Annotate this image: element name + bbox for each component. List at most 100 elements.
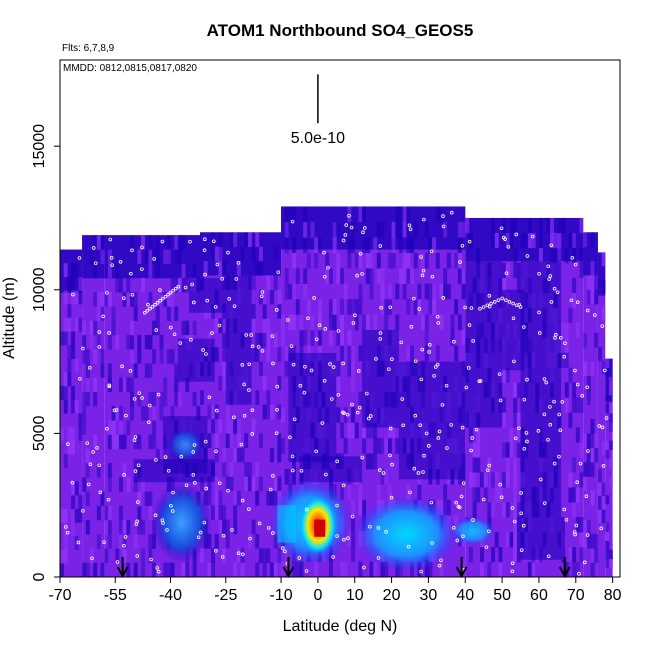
field-cell: [480, 562, 484, 577]
field-cell: [579, 532, 584, 548]
track-point: [511, 316, 516, 321]
field-cell: [538, 217, 543, 234]
field-cell: [590, 533, 595, 549]
track-point: [242, 382, 246, 387]
field-cell: [402, 206, 407, 223]
field-cell: [435, 345, 440, 362]
field-cell: [273, 332, 278, 348]
field-cell: [270, 562, 274, 577]
track-point: [135, 519, 139, 524]
track-point: [357, 405, 362, 410]
field-cell: [148, 249, 153, 264]
field-cell: [152, 320, 157, 336]
field-cell: [513, 412, 518, 428]
field-cell: [181, 320, 186, 336]
field-cell: [163, 562, 168, 577]
track-point: [88, 462, 93, 467]
field-cell: [395, 206, 400, 223]
field-cell: [130, 377, 134, 393]
track-point: [268, 487, 273, 492]
field-cell: [166, 306, 171, 321]
scale-bar: 5.0e-10: [291, 74, 345, 147]
field-cell: [347, 299, 352, 315]
track-point: [518, 305, 523, 309]
field-cell: [608, 549, 613, 560]
low-value-patch: [398, 361, 466, 480]
field-cell: [74, 263, 79, 278]
field-cell: [63, 372, 68, 387]
flight-arrow-head: [282, 566, 295, 579]
track-point: [355, 410, 360, 415]
field-cell: [421, 314, 426, 331]
field-cell: [244, 462, 249, 477]
track-point: [390, 462, 394, 467]
track-point: [314, 337, 319, 342]
track-point: [374, 357, 378, 361]
field-cell: [601, 509, 606, 524]
track-point: [66, 442, 70, 447]
field-cell: [421, 252, 426, 269]
field-cell: [446, 499, 451, 516]
track-point: [460, 243, 465, 248]
track-point: [309, 368, 314, 373]
field-cell: [281, 438, 286, 454]
field-cell: [166, 249, 171, 264]
field-cell: [358, 345, 363, 362]
field-cell: [118, 534, 123, 549]
field-cell: [590, 433, 595, 449]
field-cell: [174, 277, 179, 293]
field-cell: [93, 377, 98, 393]
field-cell: [369, 561, 374, 577]
track-point: [467, 323, 472, 327]
field-cell: [498, 562, 503, 577]
field-cell: [483, 472, 488, 488]
field-cell: [461, 329, 466, 346]
track-point: [176, 284, 181, 289]
field-cell: [564, 322, 569, 338]
field-cell: [163, 391, 168, 407]
field-cell: [137, 349, 142, 364]
track-point: [247, 388, 251, 392]
track-point: [341, 361, 345, 366]
field-cell: [410, 345, 414, 362]
field-cell: [590, 562, 595, 577]
track-point: [603, 368, 607, 373]
field-cell: [137, 249, 142, 264]
field-cell: [476, 487, 481, 503]
field-cell: [60, 549, 64, 564]
field-cell: [365, 237, 370, 254]
field-cell: [152, 434, 157, 450]
field-cell: [233, 419, 238, 434]
track-point: [115, 560, 120, 564]
field-cell: [163, 292, 168, 307]
field-cell: [516, 427, 521, 443]
field-cell: [284, 283, 289, 300]
track-point: [242, 414, 247, 418]
field-cell: [218, 318, 223, 334]
field-cell: [200, 548, 204, 563]
field-cell: [513, 502, 518, 518]
field-cell: [601, 495, 606, 510]
field-cell: [78, 290, 83, 305]
track-point: [546, 554, 551, 559]
field-cell: [203, 261, 208, 276]
field-cell: [251, 304, 256, 319]
field-cell: [258, 361, 263, 377]
track-point: [421, 268, 426, 273]
field-cell: [185, 562, 190, 577]
field-cell: [255, 533, 260, 549]
field-cell: [605, 449, 610, 460]
y-tick-label: 0: [31, 572, 48, 581]
field-cell: [233, 447, 238, 463]
field-cell: [509, 232, 514, 249]
track-point: [234, 277, 239, 281]
track-point: [93, 261, 98, 266]
field-cell: [424, 345, 429, 362]
field-cell: [395, 221, 400, 238]
field-cell: [575, 562, 580, 577]
field-cell: [284, 237, 289, 254]
field-cell: [211, 548, 216, 563]
track-point: [202, 248, 207, 252]
track-point: [193, 481, 197, 485]
feature-west-cyan: [277, 505, 296, 543]
